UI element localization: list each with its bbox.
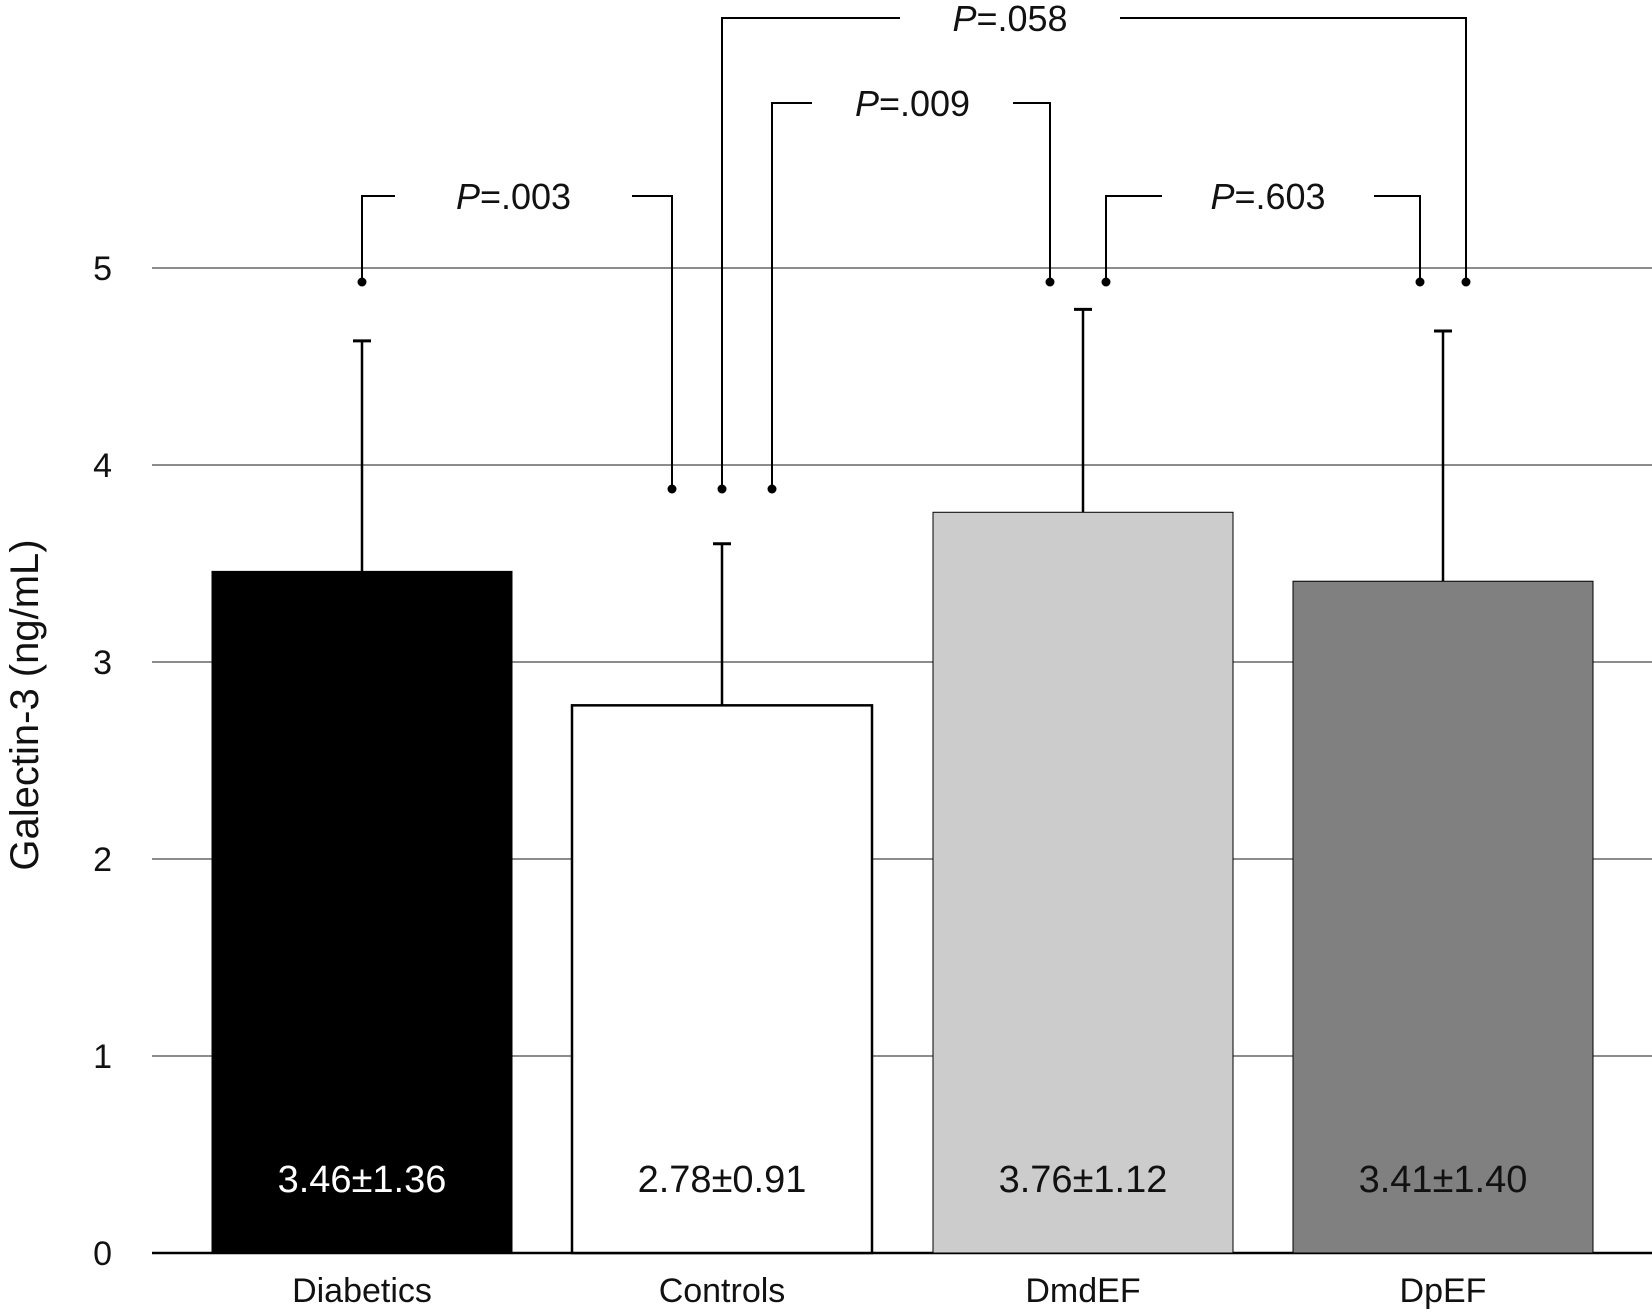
bars — [211, 511, 1594, 1255]
bracket-controls-dpef-label: P=.058 — [952, 0, 1067, 39]
x-label-dpef: DpEF — [1400, 1272, 1487, 1310]
bracket-diabetics-controls-label: P=.003 — [456, 176, 571, 217]
y-tick-2: 2 — [93, 841, 112, 879]
bracket-diabetics-controls: P=.003 — [357, 176, 677, 494]
bar-dpef — [1292, 580, 1594, 1254]
data-labels: 3.46±1.36 2.78±0.91 3.76±1.12 3.41±1.40 — [278, 1159, 1528, 1201]
y-tick-0: 0 — [93, 1235, 112, 1273]
significance-brackets: P=.003 P=.009 P=.058 P=.603 — [357, 0, 1471, 494]
y-axis-label: Galectin-3 (ng/mL) — [3, 539, 47, 870]
bracket-dmdef-dpef-dot-end — [1415, 277, 1425, 287]
bracket-controls-dpef-dot-end — [1461, 277, 1471, 287]
x-label-dmdef: DmdEF — [1025, 1272, 1140, 1310]
bracket-controls-dmdef-dot-end — [1045, 277, 1055, 287]
y-tick-4: 4 — [93, 447, 112, 485]
bracket-controls-dmdef-dot-start — [767, 484, 777, 494]
bracket-dmdef-dpef-dot-start — [1101, 277, 1111, 287]
x-category-labels: Diabetics Controls DmdEF DpEF — [292, 1272, 1486, 1310]
bar-controls — [570, 704, 874, 1255]
bar-diabetics — [211, 570, 513, 1254]
bracket-dmdef-dpef-label: P=.603 — [1210, 176, 1325, 217]
bracket-diabetics-controls-line — [361, 195, 673, 489]
bracket-controls-dmdef-label: P=.009 — [855, 83, 970, 124]
bracket-controls-dpef: P=.058 — [717, 0, 1471, 494]
y-tick-5: 5 — [93, 250, 112, 288]
x-label-diabetics: Diabetics — [292, 1272, 432, 1310]
bracket-controls-dpef-dot-start — [717, 484, 727, 494]
bracket-controls-dpef-line — [721, 17, 1467, 489]
x-label-controls: Controls — [659, 1272, 786, 1310]
y-tick-1: 1 — [93, 1038, 112, 1076]
bracket-diabetics-controls-dot-end — [667, 484, 677, 494]
data-label-dmdef: 3.76±1.12 — [999, 1159, 1168, 1201]
y-tick-labels: 0 1 2 3 4 5 — [93, 250, 112, 1273]
error-bars — [353, 307, 1452, 706]
bracket-controls-dmdef-line — [771, 102, 1051, 489]
data-label-dpef: 3.41±1.40 — [1359, 1159, 1528, 1201]
bar-dmdef — [932, 511, 1234, 1254]
bracket-dmdef-dpef: P=.603 — [1101, 176, 1425, 287]
data-label-diabetics: 3.46±1.36 — [278, 1159, 447, 1201]
bracket-controls-dmdef: P=.009 — [767, 83, 1055, 494]
bracket-dmdef-dpef-line — [1105, 195, 1421, 282]
data-label-controls: 2.78±0.91 — [638, 1159, 807, 1201]
y-tick-3: 3 — [93, 644, 112, 682]
bracket-diabetics-controls-dot-start — [357, 277, 367, 287]
